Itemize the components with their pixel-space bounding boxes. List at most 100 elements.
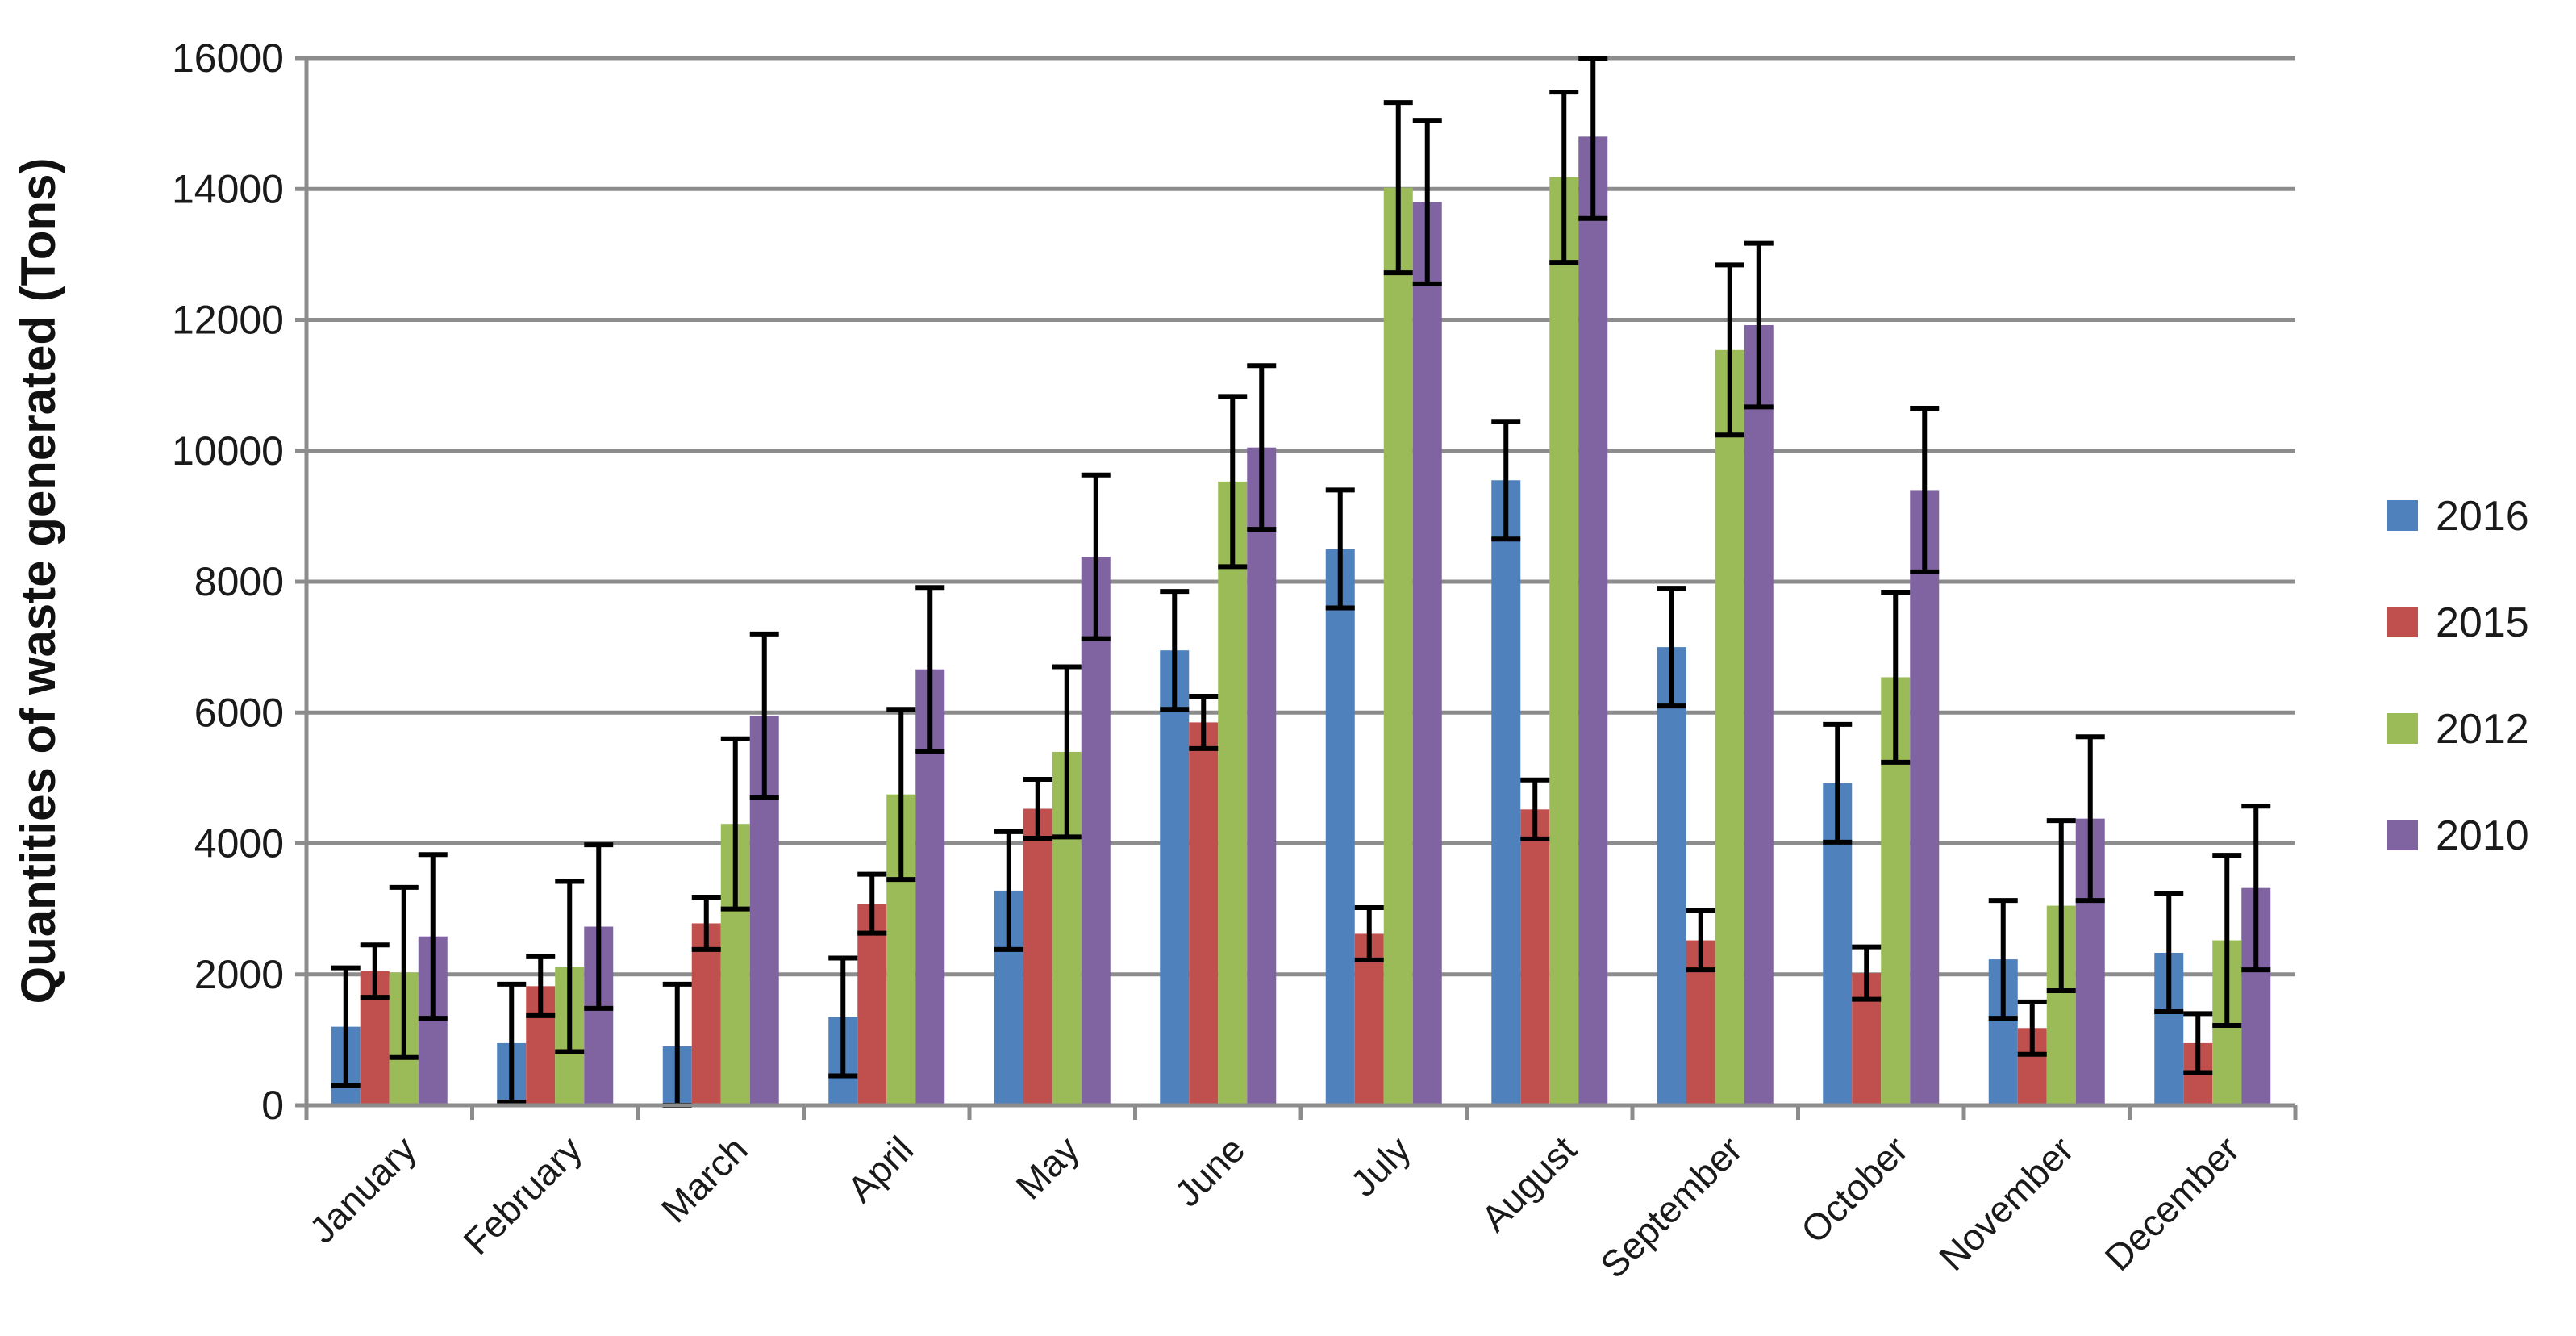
legend-item-2010: 2010	[2387, 812, 2529, 859]
y-tick-label: 16000	[172, 35, 284, 81]
bar-2010-may	[1081, 557, 1111, 1105]
bar-2015-march	[691, 923, 721, 1105]
error-bar-2016-december	[2154, 891, 2184, 1014]
error-bar-2012-july	[1383, 100, 1413, 276]
y-tick-label: 4000	[194, 821, 284, 866]
error-bar-2010-august	[1578, 56, 1608, 221]
error-bar-2015-january	[360, 942, 390, 1000]
x-tick-label: March	[653, 1128, 756, 1230]
legend: 2016 2015 2012 2010	[2387, 493, 2529, 859]
error-bar-2012-august	[1549, 90, 1579, 265]
x-tick-label: January	[301, 1128, 423, 1250]
bar-2010-june	[1247, 447, 1277, 1105]
bar-2012-september	[1715, 349, 1744, 1105]
legend-item-2012: 2012	[2387, 706, 2529, 753]
bar-2015-august	[1520, 809, 1550, 1105]
error-bar-2010-february	[584, 842, 614, 1011]
error-bar-2015-august	[1520, 777, 1550, 841]
error-bar-2012-january	[389, 884, 419, 1060]
error-bar-2010-january	[418, 852, 448, 1021]
error-bar-2012-november	[2046, 818, 2076, 994]
error-bar-2010-june	[1247, 363, 1277, 532]
bar-2012-august	[1549, 177, 1579, 1106]
error-bar-2015-june	[1189, 693, 1219, 751]
y-tick-label: 8000	[194, 559, 284, 604]
error-bar-2010-december	[2241, 804, 2271, 973]
grid-lines	[306, 56, 2295, 977]
bar-2010-july	[1412, 202, 1442, 1106]
error-bar-2010-april	[915, 585, 945, 754]
bar-2016-august	[1491, 480, 1521, 1105]
error-bar-2010-march	[749, 631, 779, 800]
bar-2010-october	[1910, 490, 1940, 1105]
error-bar-2012-february	[555, 879, 585, 1054]
error-bar-2010-november	[2075, 734, 2105, 904]
bar-2012-june	[1218, 481, 1248, 1105]
x-tick-label: February	[455, 1128, 590, 1263]
error-bar-2015-april	[857, 871, 887, 936]
error-bar-2010-september	[1744, 240, 1774, 410]
legend-item-2016: 2016	[2387, 493, 2529, 540]
error-bar-2012-march	[720, 736, 750, 912]
y-tick-label: 0	[261, 1083, 284, 1128]
error-bar-2016-september	[1657, 586, 1686, 709]
legend-swatch	[2387, 713, 2418, 744]
bar-2016-june	[1160, 650, 1190, 1105]
bar-2015-april	[857, 904, 887, 1105]
error-bar-2012-april	[886, 707, 916, 883]
error-bar-2012-may	[1052, 664, 1082, 840]
error-bar-2012-june	[1218, 394, 1248, 570]
error-bar-2016-january	[331, 965, 361, 1088]
y-tick-label: 14000	[172, 166, 284, 211]
error-bar-2016-february	[497, 981, 527, 1104]
bar-2016-july	[1325, 549, 1355, 1105]
y-tick-label: 6000	[194, 690, 284, 735]
axes	[295, 56, 2298, 1120]
x-tick-label: November	[1931, 1128, 2082, 1279]
bar-2015-may	[1023, 808, 1052, 1105]
bar-2010-august	[1578, 136, 1608, 1106]
x-tick-label: April	[839, 1128, 921, 1210]
error-bar-2016-june	[1160, 589, 1190, 712]
x-tick-label: December	[2097, 1128, 2248, 1279]
error-bar-2015-may	[1023, 776, 1052, 841]
legend-label: 2015	[2436, 599, 2529, 646]
bar-2010-september	[1744, 324, 1774, 1105]
error-bar-2015-march	[691, 895, 721, 952]
error-bar-2016-october	[1823, 721, 1853, 845]
bar-2012-july	[1383, 187, 1413, 1106]
y-axis-label: Quantities of waste generated (Tons)	[11, 157, 65, 1004]
x-tick-label: September	[1592, 1128, 1750, 1286]
error-bar-2016-november	[1988, 898, 2018, 1021]
error-bar-2010-october	[1910, 406, 1940, 574]
x-tick-label: May	[1008, 1128, 1087, 1207]
error-bars	[331, 56, 2271, 1108]
error-bar-2015-september	[1686, 908, 1715, 973]
bar-2015-june	[1189, 722, 1219, 1105]
error-bar-2015-october	[1852, 944, 1882, 1002]
legend-swatch	[2387, 500, 2418, 531]
error-bar-2012-december	[2212, 853, 2242, 1029]
y-tick-label: 2000	[194, 952, 284, 997]
error-bar-2015-december	[2183, 1011, 2213, 1075]
error-bar-2015-november	[2017, 999, 2047, 1057]
error-bar-2012-october	[1881, 589, 1911, 765]
legend-item-2015: 2015	[2387, 599, 2529, 646]
legend-label: 2010	[2436, 812, 2529, 859]
bars	[331, 136, 2271, 1106]
legend-swatch	[2387, 820, 2418, 850]
legend-swatch	[2387, 607, 2418, 637]
x-tick-label: August	[1473, 1128, 1584, 1239]
error-bar-2016-may	[994, 829, 1023, 952]
error-bar-2010-july	[1412, 118, 1442, 286]
bar-2016-september	[1657, 647, 1686, 1105]
error-bar-2015-february	[526, 954, 556, 1018]
error-bar-2015-july	[1354, 905, 1384, 962]
legend-label: 2012	[2436, 706, 2529, 753]
y-tick-label: 12000	[172, 298, 284, 343]
error-bar-2016-july	[1325, 487, 1355, 611]
legend-label: 2016	[2436, 493, 2529, 540]
x-tick-label: October	[1793, 1128, 1915, 1250]
x-tick-label: June	[1166, 1128, 1253, 1214]
